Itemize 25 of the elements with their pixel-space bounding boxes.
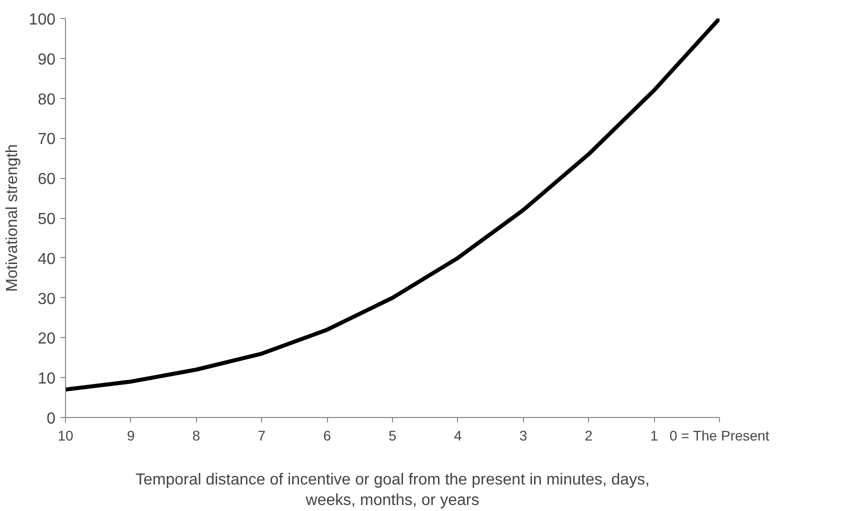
x-tick-label: 7 xyxy=(258,428,266,444)
x-tick-label: 8 xyxy=(192,428,200,444)
y-tick-label: 20 xyxy=(38,330,56,348)
x-tick-label: 2 xyxy=(584,428,593,444)
x-axis-title: Temporal distance of incentive or goal from the present in minutes, days, weeks, months, or years xyxy=(135,472,650,509)
x-tick-label: 5 xyxy=(388,428,397,444)
x-tick-label: 9 xyxy=(127,428,136,444)
y-tick-label: 90 xyxy=(38,51,56,68)
x-tick-label: 10 xyxy=(58,428,74,444)
x-tick-label: 3 xyxy=(519,428,528,444)
x-tick-label: 4 xyxy=(454,428,462,444)
y-tick-label: 60 xyxy=(38,171,56,188)
x-tick-label: 0 = The Present xyxy=(670,428,770,444)
y-tick-label: 0 xyxy=(46,410,56,428)
y-tick-label: 80 xyxy=(38,91,56,108)
x-tick-label: 1 xyxy=(650,428,658,444)
y-tick-label: 30 xyxy=(38,290,56,308)
y-tick-label: 50 xyxy=(38,211,56,228)
x-tick-label: 6 xyxy=(323,428,332,444)
y-tick-label: 70 xyxy=(38,131,56,148)
y-tick-label: 40 xyxy=(38,250,56,268)
y-tick-label: 10 xyxy=(38,370,56,388)
y-axis-title: Motivational strength xyxy=(4,144,21,292)
y-tick-label: 100 xyxy=(28,12,56,28)
line-series xyxy=(66,18,720,392)
